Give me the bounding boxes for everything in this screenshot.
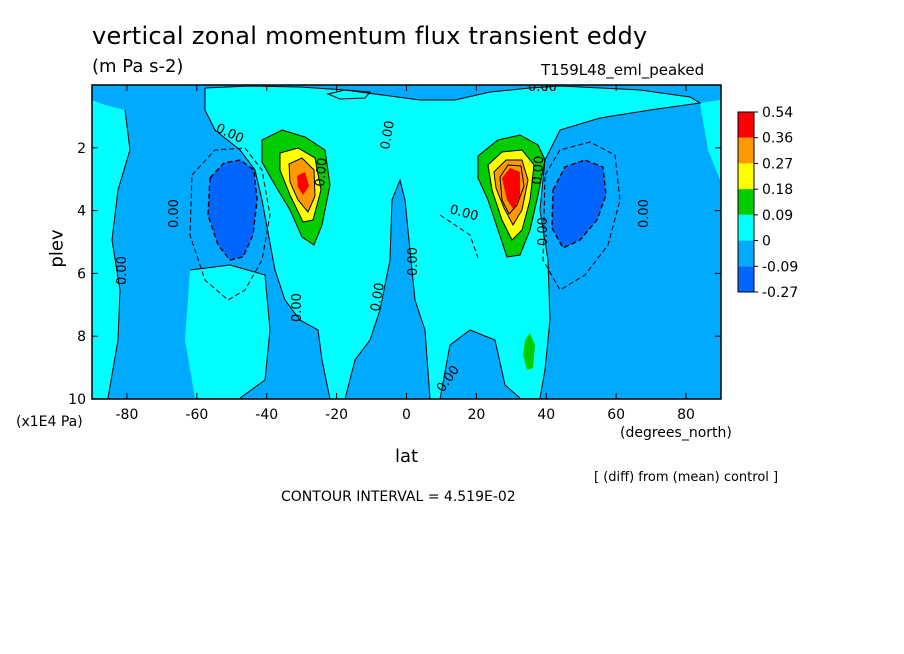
positive-region-sh-lower [185, 265, 270, 398]
colorbar-label: 0.27 [762, 156, 793, 172]
x-axis: -80 -60 -40 -20 0 20 40 60 80 [116, 85, 695, 423]
nh-lower-green-cell [523, 333, 535, 370]
contour-label: 0.00 [313, 157, 330, 187]
x-tick-label: -80 [116, 407, 139, 423]
negative-cell-sh [208, 160, 257, 260]
x-tick-label: 20 [467, 407, 485, 423]
contour-label: 0.00 [448, 202, 480, 224]
colorbar-swatch [738, 189, 754, 215]
contour-label: 0.00 [167, 199, 182, 228]
contour-lines [107, 85, 702, 399]
diff-note: [ (diff) from (mean) control ] [594, 470, 779, 485]
y-tick-label: 6 [77, 266, 86, 282]
y-tick-label: 2 [77, 141, 86, 157]
chart-title: vertical zonal momentum flux transient e… [92, 22, 648, 50]
colorbar-label: 0.09 [762, 208, 793, 224]
x-axis-units: (degrees_north) [620, 425, 732, 441]
colorbar-label: 0.18 [762, 182, 793, 198]
chart-units: (m Pa s-2) [92, 56, 184, 77]
colorbar-label: -0.27 [762, 285, 798, 301]
colorbar-swatch [738, 137, 754, 164]
contour-label: 0.00 [378, 120, 398, 151]
x-axis-label: lat [395, 446, 419, 467]
x-tick-label: -40 [255, 407, 278, 423]
x-tick-label: 0 [402, 407, 411, 423]
contour-label: 0.00 [290, 293, 305, 322]
negative-cell-nh [552, 160, 606, 248]
contour-label: 0.00 [115, 256, 130, 285]
contour-label: 0.00 [536, 217, 551, 246]
contour-label: 0.00 [528, 80, 557, 95]
x-tick-label: 40 [537, 407, 555, 423]
contour-interval: CONTOUR INTERVAL = 4.519E-02 [281, 489, 516, 505]
y-axis-label: plev [46, 229, 68, 268]
y-tick-label: 4 [77, 204, 86, 220]
y-tick-label: 8 [77, 329, 86, 345]
plot-area: 0.00 0.00 0.00 0.00 0.00 0.00 0.00 0.00 … [92, 80, 721, 399]
colorbar-swatch [738, 214, 754, 241]
contour-label: 0.00 [637, 199, 652, 228]
experiment-label: T159L48_eml_peaked [541, 61, 705, 79]
positive-region-right-edge [700, 100, 720, 180]
colorbar-label: 0.54 [762, 105, 793, 121]
y-axis-units: (x1E4 Pa) [16, 414, 83, 430]
x-tick-label: 80 [677, 407, 695, 423]
colorbar-swatch [738, 163, 754, 190]
x-tick-label: -20 [325, 407, 348, 423]
x-tick-label: 60 [607, 407, 625, 423]
contour-label: 0.00 [530, 155, 547, 185]
y-tick-label: 10 [68, 392, 86, 408]
contour-label: 0.00 [406, 247, 421, 276]
colorbar: 0.54 0.36 0.27 0.18 0.09 0 -0.09 -0.27 [737, 105, 798, 301]
colorbar-swatch [738, 240, 754, 267]
contour-label: 0.00 [368, 282, 388, 313]
colorbar-label: 0 [762, 234, 771, 250]
colorbar-swatch [738, 266, 754, 292]
x-tick-label: -60 [185, 407, 208, 423]
y-axis: 2 4 6 8 10 [68, 141, 721, 408]
sh-jet-red [297, 172, 309, 195]
colorbar-label: -0.09 [762, 259, 798, 275]
nh-jet-red [502, 168, 520, 210]
positive-region-upper [205, 86, 700, 399]
positive-region-left-edge [92, 100, 130, 398]
colorbar-frame [737, 111, 755, 293]
colorbar-swatch [738, 112, 754, 138]
colorbar-label: 0.36 [762, 131, 793, 147]
